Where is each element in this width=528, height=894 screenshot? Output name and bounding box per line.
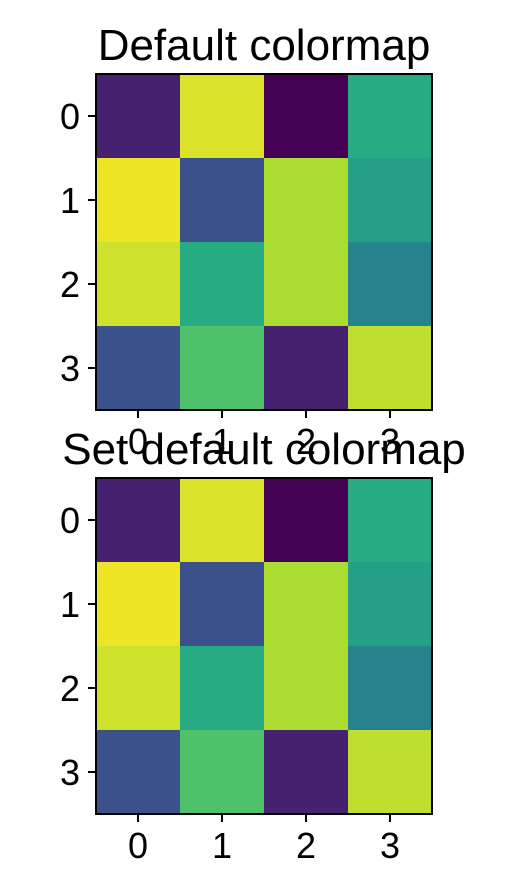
x-tick-label: 1 [212,825,232,866]
y-tick-label: 3 [60,348,80,389]
x-tick-label: 2 [296,421,316,462]
y-tick-label: 1 [60,584,80,625]
y-tick-label: 2 [60,668,80,709]
heatmap-cell [180,730,265,815]
heatmap-cell [348,562,433,647]
chart-title: Default colormap [98,21,431,70]
axis-ticks: 0 1 2 3 0 1 2 3 [60,500,400,866]
chart-title: Set default colormap [62,425,466,474]
heatmap-cell [96,478,181,563]
heatmap-cell [180,478,265,563]
plot-frame [95,73,433,411]
x-tick-label: 1 [212,421,232,462]
y-tick-label: 0 [60,500,80,541]
heatmap-cells [96,478,433,815]
heatmap-cell [264,74,349,159]
x-tick-label: 3 [380,825,400,866]
heatmap-cell [348,158,433,243]
heatmap-cell [348,242,433,327]
heatmap-cell [264,646,349,731]
heatmap-cell [180,562,265,647]
heatmap-cell [180,158,265,243]
heatmap-cell [180,646,265,731]
heatmap-cell [348,730,433,815]
heatmap-cell [96,730,181,815]
heatmap-cell [348,74,433,159]
heatmap-cell [264,242,349,327]
heatmap-cell [180,74,265,159]
heatmap-cell [96,242,181,327]
axis-ticks: 0 1 2 3 0 1 2 3 [60,96,400,462]
heatmap-cell [348,478,433,563]
heatmap-panel-default: 0 1 2 3 0 1 2 3 Default colormap [60,21,433,462]
heatmap-cell [96,326,181,411]
heatmap-cell [348,326,433,411]
heatmap-cell [96,158,181,243]
heatmap-cell [264,326,349,411]
heatmap-cell [264,730,349,815]
heatmap-panel-set-default: 0 1 2 3 0 1 2 3 Set default colormap [60,425,466,866]
x-tick-label: 3 [380,421,400,462]
y-tick-label: 3 [60,752,80,793]
heatmap-cell [180,326,265,411]
x-tick-label: 2 [296,825,316,866]
plot-frame [95,477,433,815]
heatmap-cell [96,74,181,159]
y-tick-label: 1 [60,180,80,221]
heatmap-cells [96,74,433,411]
heatmap-cell [96,562,181,647]
heatmap-cell [264,562,349,647]
heatmap-cell [264,158,349,243]
heatmap-cell [96,646,181,731]
y-tick-label: 0 [60,96,80,137]
heatmap-cell [264,478,349,563]
x-tick-label: 0 [128,421,148,462]
y-tick-label: 2 [60,264,80,305]
x-tick-label: 0 [128,825,148,866]
heatmap-cell [348,646,433,731]
heatmap-cell [180,242,265,327]
